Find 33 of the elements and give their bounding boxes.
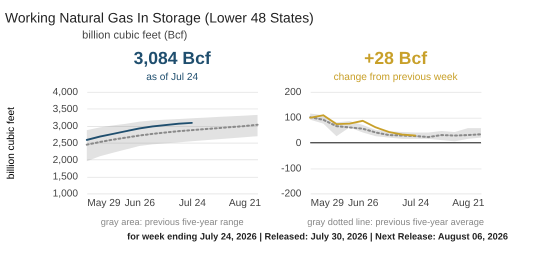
line-series [86,122,193,141]
text: 3,084 Bcf [134,48,211,68]
y-tick-label: 100 [284,112,302,124]
chart-title: Working Natural Gas In Storage (Lower 48 States) [5,10,314,26]
text: change from previous week [334,72,459,83]
y-tick-label: 1,500 [52,172,78,183]
y-tick-label: 4,000 [52,87,78,98]
x-tick-label: May 29 [310,198,344,209]
x-tick-label: May 29 [87,198,121,209]
x-tick-label: Jul 24 [402,198,430,209]
x-tick-label: Aug 21 [228,198,262,209]
y-tick-label: 0 [296,138,302,149]
y-tick-label: 200 [284,87,302,98]
y-tick-label: 2,500 [52,138,78,149]
line-series [86,124,259,146]
y-tick-label: 3,500 [52,104,78,116]
y-tick-label: 1,000 [52,188,78,200]
y-tick-label: -100 [281,163,302,174]
y-tick-label: 2,000 [52,154,78,166]
y-tick-label: 3,000 [52,120,78,132]
x-tick-label: Jun 26 [348,198,379,209]
text: as of Jul 24 [146,72,198,83]
text: gray dotted line: previous five-year average [307,216,484,227]
x-tick-label: Jun 26 [124,198,156,209]
x-tick-label: Jul 24 [178,198,206,209]
text: for week ending July 24, 2026 | Released: July 30, 2026 | Next Release: August 06, 2026 [127,232,508,243]
x-tick-label: Aug 21 [452,198,485,209]
y-tick-label: -200 [281,188,302,200]
line-series [309,114,416,136]
text: gray area: previous five-year range [100,216,244,227]
y-axis-title: billion cubic feet [6,106,17,180]
text: +28 Bcf [364,48,428,68]
text: billion cubic feet (Bcf) [82,29,188,42]
